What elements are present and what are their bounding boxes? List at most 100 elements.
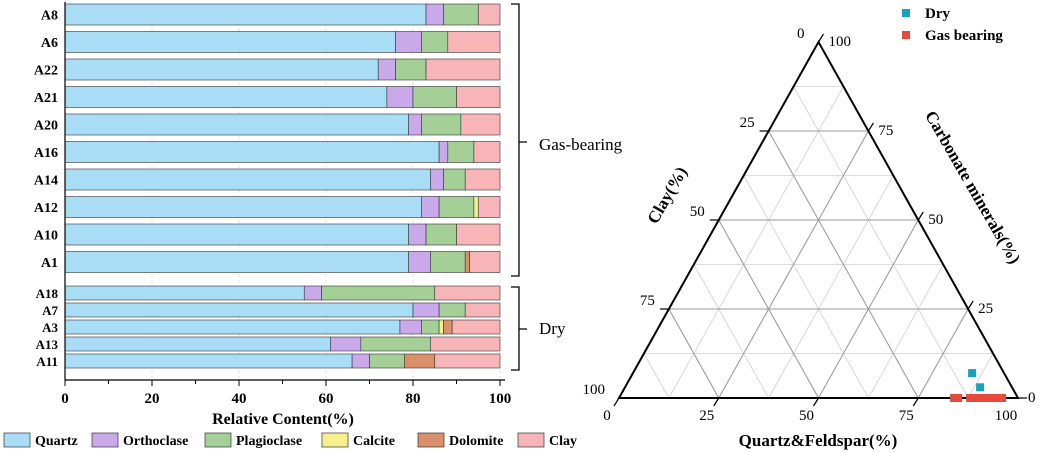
- tern-bottom-tick-50: 50: [799, 408, 814, 424]
- x-tick-label-80: 80: [406, 391, 421, 407]
- y-tick-a1: A1: [41, 256, 58, 271]
- ternary-chart: 0 25 50 75 100 0 25 50 75 100 0 25 50 75 100 Quartz&Fe…: [583, 6, 1036, 450]
- bar-a18-orthoclase: [303, 285, 322, 301]
- bar-a3-dolomite: [443, 319, 453, 335]
- tern-tick-bottom-start: [613, 397, 620, 407]
- bar-a11-clay: [434, 353, 501, 369]
- bar-a11-orthoclase: [351, 353, 370, 369]
- group-label-gas-bearing: Gas-bearing: [539, 135, 623, 154]
- bar-a1-plagioclase: [430, 251, 466, 273]
- tern-legend-label-gas-bearing: Gas bearing: [925, 28, 1003, 44]
- tern-grid-b-1: [967, 353, 994, 399]
- tern-left-tick-100: 100: [583, 382, 606, 398]
- y-tick-a13: A13: [36, 337, 59, 352]
- y-tick-a8: A8: [41, 9, 58, 24]
- y-tick-a21: A21: [34, 91, 58, 106]
- bar-a14-quartz: [64, 168, 431, 191]
- bar-a20-plagioclase: [421, 113, 462, 136]
- bar-a1-clay: [469, 251, 501, 273]
- ternary-frame: [613, 33, 1027, 407]
- bar-a10-quartz: [64, 223, 409, 246]
- bar-a14-clay: [464, 168, 501, 191]
- tern-legend-marker-dry: [902, 9, 910, 17]
- tern-tick-right-0: [967, 300, 974, 310]
- y-tick-a18: A18: [36, 286, 59, 301]
- legend-swatch-quartz: [3, 432, 31, 448]
- bar-a11-plagioclase: [369, 353, 405, 369]
- bar-a21-quartz: [64, 86, 388, 108]
- bar-rows: [64, 3, 501, 369]
- point-dry-0: [968, 369, 977, 378]
- bar-a3-clay: [451, 319, 501, 335]
- y-tick-a7: A7: [42, 303, 58, 318]
- bar-a22-clay: [425, 58, 501, 81]
- y-tick-a6: A6: [41, 36, 58, 51]
- tern-tick-right-2: [867, 122, 874, 132]
- y-tick-a14: A14: [34, 174, 58, 189]
- tern-right-tick-25: 25: [978, 301, 993, 317]
- bar-a13-orthoclase: [330, 336, 362, 352]
- bar-a21-clay: [456, 86, 501, 108]
- x-tick-label-100: 100: [489, 391, 512, 407]
- bar-a18-clay: [434, 285, 501, 301]
- y-tick-a3: A3: [42, 320, 58, 335]
- legend-label-dolomite: Dolomite: [449, 434, 503, 449]
- tern-grid-a-5: [743, 175, 869, 399]
- tern-right-tick-100: 100: [829, 34, 852, 50]
- bar-a14-plagioclase: [443, 168, 466, 191]
- legend-label-orthoclase: Orthoclase: [123, 434, 188, 449]
- bar-a12-clay: [477, 196, 501, 218]
- bar-a3-orthoclase: [399, 319, 423, 335]
- tern-bottom-tick-25: 25: [699, 408, 714, 424]
- bar-a12-orthoclase: [421, 196, 440, 218]
- tern-bottom-tick-0: 0: [603, 408, 611, 424]
- bar-a13-clay: [430, 336, 501, 352]
- point-dry-1: [976, 383, 985, 392]
- bar-a7-quartz: [64, 302, 414, 318]
- tern-major-r-0: [917, 308, 969, 399]
- bar-a7-clay: [464, 302, 501, 318]
- bar-a6-quartz: [64, 31, 396, 53]
- tern-major-l-2: [768, 130, 919, 399]
- bar-a8-quartz: [64, 3, 427, 26]
- ternary-bottom-axis-label: Quartz&Feldspar(%): [739, 431, 898, 450]
- y-tick-a20: A20: [34, 119, 58, 134]
- bar-a22-quartz: [64, 58, 379, 81]
- bar-a13-quartz: [64, 336, 331, 352]
- bar-a18-plagioclase: [321, 285, 436, 301]
- tern-left-tick-75: 75: [640, 293, 655, 309]
- stacked-bar-chart: A8 A6 A22 A21 A20 A16 A14 A12 A10 A1 A18 A7 A3 A13 A11…: [3, 2, 623, 449]
- tern-left-tick-0: 0: [797, 26, 805, 42]
- bar-a21-orthoclase: [386, 86, 414, 108]
- legend-label-quartz: Quartz: [35, 434, 78, 449]
- bar-a6-orthoclase: [395, 31, 423, 53]
- tern-grid-a-7: [793, 86, 969, 399]
- group-brackets: [511, 3, 527, 371]
- tern-grid-b-3: [868, 264, 944, 399]
- legend-label-clay: Clay: [549, 434, 577, 449]
- bar-a8-clay: [477, 3, 501, 26]
- bar-a3-calcite: [438, 319, 444, 335]
- y-tick-a11: A11: [36, 354, 58, 369]
- tern-grid-a-1: [643, 353, 670, 399]
- legend-swatch-orthoclase: [91, 432, 119, 448]
- bar-a20-quartz: [64, 113, 409, 136]
- bar-a20-clay: [460, 113, 501, 136]
- bar-a11-dolomite: [403, 353, 436, 369]
- tern-grid-b-7: [668, 86, 844, 399]
- bar-a21-plagioclase: [412, 86, 457, 108]
- bar-a16-clay: [473, 141, 501, 163]
- tern-left-tick-25: 25: [740, 115, 755, 131]
- legend-label-calcite: Calcite: [353, 434, 395, 449]
- legend-swatch-clay: [517, 432, 545, 448]
- ternary-tick-labels: 0 25 50 75 100 0 25 50 75 100 0 25 50 75 100: [583, 26, 1036, 424]
- legend-swatch-dolomite: [417, 432, 445, 448]
- bar-a7-plagioclase: [438, 302, 466, 318]
- bar-a22-plagioclase: [395, 58, 427, 81]
- tern-grid-a-3: [693, 264, 769, 399]
- bar-a8-plagioclase: [443, 3, 479, 26]
- y-tick-a22: A22: [34, 64, 58, 79]
- bar-legend: Quartz Orthoclase Plagioclase Calcite Dolomi…: [3, 432, 577, 449]
- tern-bottom-tick-100: 100: [995, 408, 1018, 424]
- bar-a6-plagioclase: [421, 31, 449, 53]
